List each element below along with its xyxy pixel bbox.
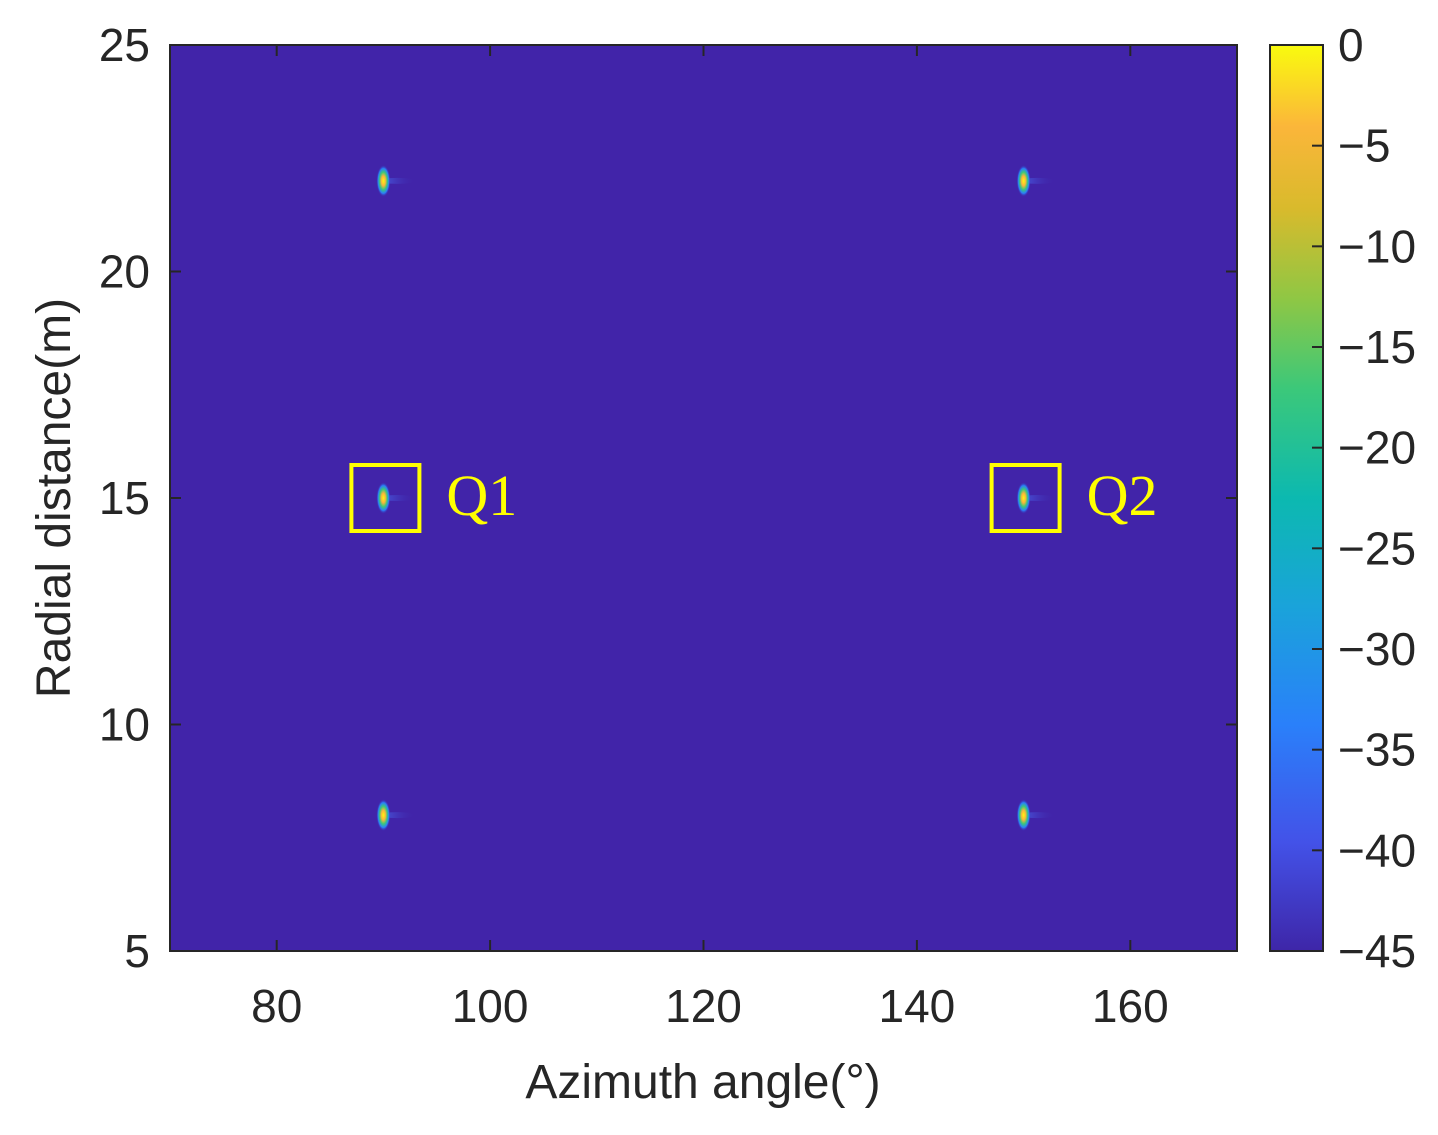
colorbar-tick-label: −25 [1338, 522, 1416, 574]
point-spot [376, 164, 391, 197]
data-point [1016, 164, 1056, 197]
colorbar-tick-label: −35 [1338, 724, 1416, 776]
annotation-layer: Q1 Q2 [349, 463, 1158, 533]
points-layer [376, 164, 1056, 832]
plot-area [170, 45, 1237, 951]
annotation-label: Q1 [446, 463, 517, 528]
colorbar-tick-label: −10 [1338, 220, 1416, 272]
data-point [376, 799, 416, 832]
point-spot [376, 799, 391, 832]
y-tick-label: 15 [99, 472, 150, 524]
y-tick-label: 5 [124, 925, 150, 977]
annotation-label: Q2 [1087, 463, 1158, 528]
x-axis-ticks: 80 100 120 140 160 [251, 45, 1169, 1032]
data-point [376, 164, 416, 197]
colorbar [1269, 44, 1324, 952]
x-tick-label: 120 [665, 980, 742, 1032]
colorbar-tick-label: −15 [1338, 321, 1416, 373]
data-point [376, 482, 416, 514]
y-tick-label: 20 [99, 246, 150, 298]
y-axis-ticks: 5 10 15 20 25 [99, 19, 1237, 977]
y-tick-label: 10 [99, 699, 150, 751]
data-point [1016, 799, 1056, 832]
x-tick-label: 100 [452, 980, 529, 1032]
colorbar-tick-label: −20 [1338, 422, 1416, 474]
colorbar-tick-label: −30 [1338, 623, 1416, 675]
y-tick-label: 25 [99, 19, 150, 71]
x-axis-label: Azimuth angle(°) [525, 1056, 880, 1109]
colorbar-ticks: 0 −5 −10 −15 −20 −25 −30 −35 −40 −45 [1312, 19, 1416, 977]
annotation-box [349, 463, 422, 533]
colorbar-tick-label: 0 [1338, 19, 1364, 71]
colorbar-tick-label: −45 [1338, 925, 1416, 977]
point-spot [1016, 482, 1031, 514]
point-spot [376, 482, 391, 514]
x-tick-label: 80 [251, 980, 302, 1032]
x-tick-label: 140 [879, 980, 956, 1032]
data-point [1016, 482, 1056, 514]
point-spot [1016, 164, 1031, 197]
colorbar-tick-label: −5 [1338, 120, 1390, 172]
colorbar-tick-label: −40 [1338, 824, 1416, 876]
y-axis-label: Radial distance(m) [28, 298, 81, 698]
point-spot [1016, 799, 1031, 832]
x-tick-label: 160 [1092, 980, 1169, 1032]
annotation-box [989, 463, 1062, 533]
